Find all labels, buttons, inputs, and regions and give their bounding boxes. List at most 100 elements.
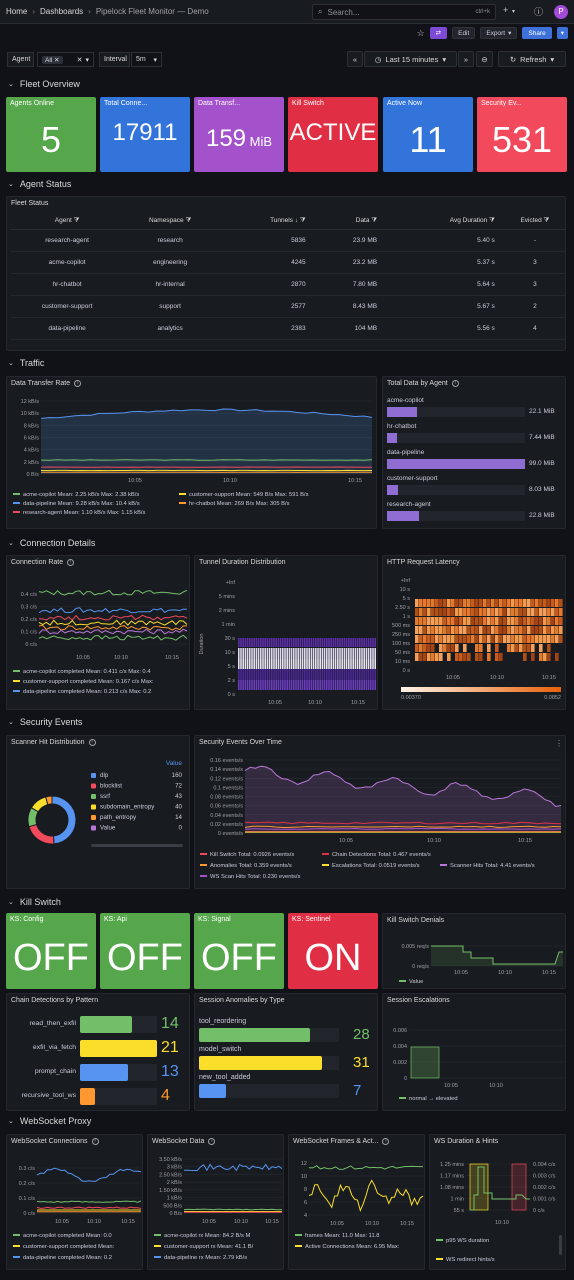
- search-input[interactable]: ⌕ Search... ctrl+k: [312, 4, 496, 20]
- panel-title-text: Total Data by Agent: [387, 380, 448, 387]
- interval-variable-select[interactable]: 5m ▾: [131, 52, 162, 67]
- heatmap-cell: [332, 659, 335, 669]
- row-header-connection-details[interactable]: ⌄ Connection Details: [8, 538, 95, 548]
- heatmap-cell: [487, 608, 491, 616]
- heatmap-cell: [423, 617, 427, 625]
- heatmap-cell: [286, 638, 288, 647]
- time-forward-button[interactable]: »: [458, 51, 474, 67]
- edit-button[interactable]: Edit: [452, 27, 476, 39]
- bar-label: new_tool_added: [199, 1074, 251, 1081]
- share-button[interactable]: Share: [522, 27, 552, 39]
- help-icon[interactable]: ⓘ: [534, 7, 544, 17]
- table-header-agent[interactable]: Agent ⧩: [11, 213, 124, 230]
- heatmap-cell: [304, 680, 306, 690]
- star-icon[interactable]: ☆: [416, 27, 425, 38]
- heatmap-cell: [363, 680, 365, 690]
- panel-title: Total Data by Agent i: [387, 380, 459, 387]
- legend-label: research-agent Mean: 1.10 kB/s Max: 1.15…: [23, 510, 146, 516]
- time-back-button[interactable]: «: [347, 51, 363, 67]
- legend-swatch: [436, 1239, 443, 1241]
- clear-icon[interactable]: ✕: [76, 56, 83, 64]
- heatmap-cell: [295, 680, 297, 690]
- row-header-fleet-overview[interactable]: ⌄ Fleet Overview: [8, 79, 80, 89]
- stat-value: 11: [383, 119, 473, 161]
- heatmap-cell: [515, 599, 519, 607]
- table-header-tunnels[interactable]: Tunnels ↓ ⧩: [217, 213, 314, 230]
- heatmap-cell: [321, 659, 324, 669]
- table-cell: 104 MB: [313, 317, 386, 340]
- stat-value-number: 531: [491, 119, 553, 160]
- panel-menu-icon[interactable]: ⋮: [555, 739, 563, 748]
- search-shortcut: ctrl+k: [475, 9, 490, 15]
- series-research-agent: [36, 1206, 142, 1209]
- heatmap-cell: [361, 669, 363, 680]
- heatmap-cell: [363, 638, 365, 647]
- heatmap-cell: [455, 644, 459, 652]
- table-header-avg-duration[interactable]: Avg Duration ⧩: [385, 213, 503, 230]
- connection-rate-panel: Connection Rate i 0.4 c/s 0.3 c/s 0.2 c/s 0.…: [6, 555, 190, 710]
- avatar[interactable]: P: [554, 5, 568, 19]
- info-icon[interactable]: i: [91, 1138, 99, 1145]
- breadcrumb-home[interactable]: Home: [6, 7, 28, 16]
- table-header-data[interactable]: Data ⧩: [313, 213, 386, 230]
- y2-tick-label: 0.003 c/s: [533, 1174, 556, 1180]
- table-header-namespace[interactable]: Namespace ⧩: [123, 213, 218, 230]
- x-tick-label: 10:15: [351, 700, 365, 706]
- series-acme-copilot: [36, 1200, 142, 1203]
- time-range-picker[interactable]: ◷ Last 15 minutes ▾: [364, 51, 457, 67]
- export-button[interactable]: Export ▾: [480, 27, 518, 39]
- table-cell: 3: [502, 251, 565, 274]
- info-icon[interactable]: i: [382, 1138, 390, 1145]
- series-data-pipeline-area: [41, 409, 372, 474]
- donut-slice: [51, 795, 77, 845]
- heatmap-cell: [427, 635, 431, 643]
- heatmap-cell: [343, 669, 346, 680]
- share-menu-button[interactable]: ▾: [556, 27, 568, 39]
- heatmap-cell: [290, 638, 293, 647]
- heatmap-cell: [345, 680, 348, 690]
- series-ws-scan-hits: [244, 827, 562, 830]
- zoom-out-icon[interactable]: ⊖: [476, 51, 493, 67]
- heatmap-cell: [559, 608, 563, 616]
- legend-label: hr-chatbot Mean: 269 B/s Max: 305 B/s: [189, 501, 290, 507]
- row-header-kill-switch[interactable]: ⌄ Kill Switch: [8, 897, 61, 907]
- breadcrumb-dashboards[interactable]: Dashboards: [40, 7, 84, 16]
- heatmap-cell: [290, 659, 293, 669]
- info-icon[interactable]: i: [208, 1138, 216, 1145]
- row-header-security-events[interactable]: ⌄ Security Events: [8, 717, 82, 727]
- share-link-button[interactable]: ⇄: [429, 27, 448, 39]
- plus-icon[interactable]: +: [503, 5, 509, 15]
- heatmap-cell: [238, 659, 240, 669]
- y2-tick-label: 0.004 c/s: [533, 1162, 556, 1168]
- agent-variable-select[interactable]: All ✕ ✕ ▾: [37, 52, 94, 67]
- chevron-down-icon[interactable]: ▾: [512, 9, 516, 15]
- heatmap-cell: [361, 638, 363, 647]
- series-acme-copilot: [183, 1208, 283, 1211]
- info-icon[interactable]: i: [74, 380, 82, 387]
- heatmap-cell: [348, 659, 350, 669]
- table-cell: 5836: [217, 229, 314, 252]
- row-header-traffic[interactable]: ⌄ Traffic: [8, 358, 44, 368]
- y-tick-label: 0.12 events/s: [210, 776, 243, 782]
- heatmap-cell: [487, 644, 491, 652]
- bar-label: customer-support: [387, 475, 438, 482]
- info-icon[interactable]: i: [88, 739, 96, 746]
- y-tick-label: 4 kB/s: [24, 448, 40, 454]
- info-icon[interactable]: i: [451, 380, 459, 387]
- heatmap-cell: [559, 599, 563, 607]
- heatmap-cell: [341, 659, 343, 669]
- heatmap-cell: [308, 648, 310, 659]
- heatmap-cell: [286, 669, 288, 680]
- legend-label: Chain Detections Total: 0.467 events/s: [332, 852, 431, 858]
- info-icon[interactable]: i: [67, 559, 75, 566]
- table-header-evicted[interactable]: Evicted ⧩: [502, 213, 565, 230]
- refresh-button[interactable]: ↻ Refresh ▾: [498, 51, 566, 67]
- row-header-agent-status[interactable]: ⌄ Agent Status: [8, 179, 71, 189]
- heatmap-cell: [244, 638, 247, 647]
- stat-title: KS: Config: [10, 916, 44, 923]
- y-tick-label: 10 s: [400, 587, 411, 593]
- legend-label: Value: [409, 979, 423, 985]
- heatmap-cell: [555, 599, 559, 607]
- heatmap-cell: [282, 680, 284, 690]
- row-header-websocket-proxy[interactable]: ⌄ WebSocket Proxy: [8, 1116, 91, 1126]
